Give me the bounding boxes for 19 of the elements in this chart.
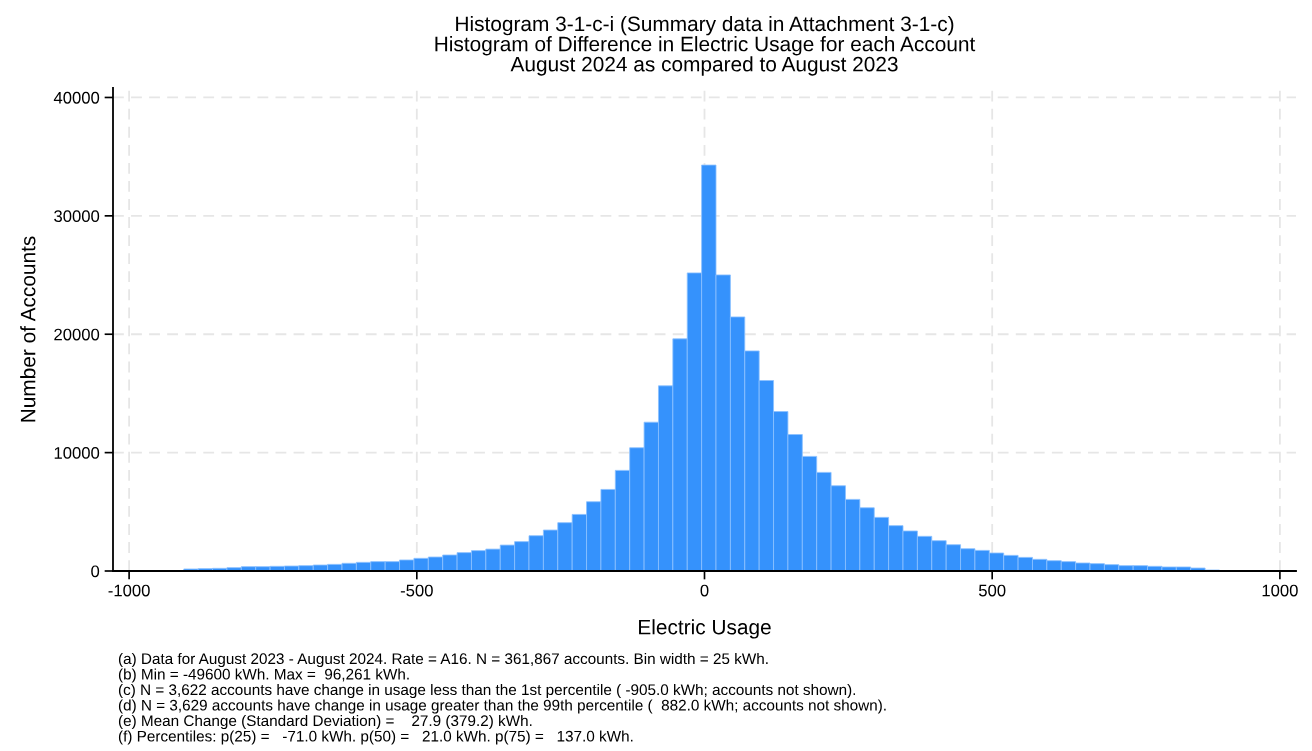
y-tick-label: 30000 [54,210,100,223]
y-tick-label: 20000 [54,328,100,341]
x-tick-label: 1000 [1262,584,1298,597]
x-tick-label: 500 [978,584,1006,597]
x-axis-title: Electric Usage [639,619,771,639]
text: (b) Min = -49600 kWh. Max = 96,261 kWh. [118,668,409,683]
y-tick-label: 40000 [53,91,100,104]
x-tick-label: -1000 [108,584,150,597]
y-tick-label: 0 [91,565,100,578]
chart-title: Histogram 3-1-c-i (Summary data in Attachment 3-1-c) Histogram of Difference in Electric Usage for each Account August 2024 as compared to August 2023 [435,15,976,76]
x-tick-label: 0 [700,584,709,597]
text: (d) N = 3,629 accounts have change in usage greater than the 99th percentile ( 882.0 kWh; accounts not shown). [118,699,886,714]
text: (c) N = 3,622 accounts have change in usage less than the 1st percentile ( -905.0 kWh; accounts not shown). [118,683,856,699]
y-axis-title: Number of Accounts [20,236,36,422]
text: (e) Mean Change (Standard Deviation) = 27.9 (379.2) kWh. [118,714,532,730]
y-tick-label: 10000 [54,447,100,459]
x-tick-label: -500 [400,584,433,597]
text: (a) Data for August 2023 - August 2024. Rate = A16. N = 361,867 accounts. Bin width = 25 kWh. [118,652,768,668]
text: (f) Percentiles: p(25) = -71.0 kWh. p(50) = 21.0 kWh. p(75) = 137.0 kWh. [118,730,633,745]
